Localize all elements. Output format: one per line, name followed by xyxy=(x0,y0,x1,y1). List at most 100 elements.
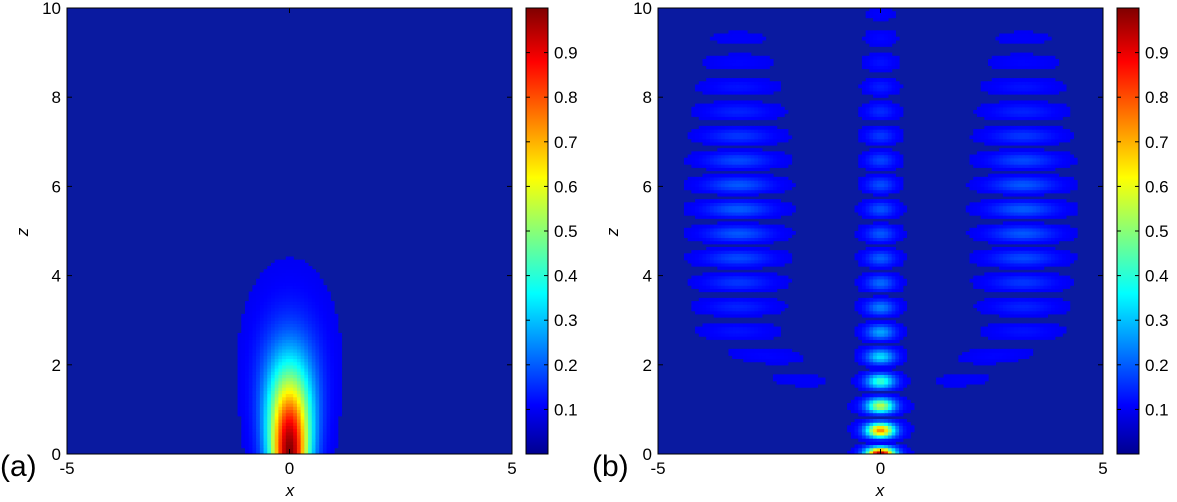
heatmap-cell xyxy=(248,374,254,379)
heatmap-cell xyxy=(300,422,305,426)
heatmap-cell xyxy=(732,307,737,312)
heatmap-cell xyxy=(691,224,696,229)
heatmap-cell xyxy=(732,253,737,258)
heatmap-cell xyxy=(858,438,863,442)
heatmap-cell xyxy=(858,304,863,309)
heatmap-cell xyxy=(772,304,778,309)
heatmap-cell xyxy=(1065,202,1071,207)
heatmap-cell xyxy=(296,329,302,334)
heatmap-cell xyxy=(330,438,335,442)
heatmap-cell xyxy=(743,275,748,280)
heatmap-cell xyxy=(876,367,882,372)
heatmap-cell xyxy=(326,406,331,410)
heatmap-cell xyxy=(724,240,730,245)
heatmap-cell xyxy=(289,380,294,385)
heatmap-cell xyxy=(969,211,974,216)
heatmap-cell xyxy=(263,281,268,286)
heatmap-cell xyxy=(267,438,272,442)
heatmap-cell xyxy=(784,208,789,213)
heatmap-cell xyxy=(876,339,882,344)
heatmap-cell xyxy=(721,240,726,245)
heatmap-cell xyxy=(311,409,317,414)
heatmap-cell xyxy=(869,352,874,356)
heatmap-cell xyxy=(735,234,741,238)
heatmap-cell xyxy=(735,281,741,286)
heatmap-cell xyxy=(706,250,711,254)
heatmap-cell xyxy=(293,329,298,334)
heatmap-cell xyxy=(769,202,774,207)
heatmap-cell xyxy=(884,387,889,391)
heatmap-cell xyxy=(750,202,756,207)
heatmap-cell xyxy=(869,224,874,229)
heatmap-cell xyxy=(337,412,343,417)
heatmap-cell xyxy=(1021,231,1026,235)
heatmap-cell xyxy=(267,294,272,299)
heatmap-cell xyxy=(1069,180,1074,184)
heatmap-cell xyxy=(1010,272,1015,277)
heatmap-cell xyxy=(1058,304,1063,309)
heatmap-cell xyxy=(984,205,989,210)
heatmap-cell xyxy=(326,428,331,433)
heatmap-cell xyxy=(300,307,305,312)
heatmap-cell xyxy=(263,278,268,283)
heatmap-cell xyxy=(293,278,298,283)
heatmap-cell xyxy=(304,345,309,350)
heatmap-cell xyxy=(252,364,257,369)
heatmap-cell xyxy=(761,301,767,305)
heatmap-cell xyxy=(876,447,882,452)
heatmap-cell xyxy=(795,383,800,388)
heatmap-cell xyxy=(713,275,718,280)
heatmap-cell xyxy=(274,374,279,379)
heatmap-cell xyxy=(750,272,756,277)
heatmap-cell xyxy=(988,262,993,267)
heatmap-cell xyxy=(1043,234,1048,238)
heatmap-cell xyxy=(991,208,997,213)
heatmap-cell xyxy=(984,208,989,213)
heatmap-cell xyxy=(880,288,885,293)
heatmap-cell xyxy=(282,383,287,388)
heatmap-cell xyxy=(1014,192,1019,197)
heatmap-cell xyxy=(1058,285,1063,289)
heatmap-cell xyxy=(869,176,874,181)
heatmap-cell xyxy=(282,393,287,398)
heatmap-cell xyxy=(950,374,956,379)
heatmap-cell xyxy=(1017,278,1023,283)
heatmap-cell xyxy=(259,387,265,391)
heatmap-cell xyxy=(743,234,748,238)
heatmap-cell xyxy=(334,422,339,426)
heatmap-cell xyxy=(891,253,896,258)
heatmap-cell xyxy=(880,406,885,410)
heatmap-cell xyxy=(1002,323,1008,328)
heatmap-cell xyxy=(813,383,819,388)
heatmap-cell xyxy=(270,441,276,446)
heatmap-cell xyxy=(1062,253,1067,258)
heatmap-cell xyxy=(995,199,1000,203)
heatmap-cell xyxy=(713,259,718,264)
heatmap-cell xyxy=(717,259,722,264)
heatmap-cell xyxy=(728,278,733,283)
heatmap-cell xyxy=(899,422,904,426)
heatmap-cell xyxy=(869,310,874,315)
heatmap-cell xyxy=(873,285,878,289)
heatmap-cell xyxy=(947,383,952,388)
heatmap-cell xyxy=(1002,192,1008,197)
heatmap-cell xyxy=(289,259,294,264)
heatmap-cell xyxy=(884,336,889,340)
heatmap-cell xyxy=(861,348,867,353)
heatmap-cell xyxy=(1010,336,1015,340)
heatmap-cell xyxy=(322,450,328,454)
heatmap-cell xyxy=(750,259,756,264)
heatmap-cell xyxy=(884,215,889,219)
heatmap-cell xyxy=(1028,221,1034,226)
heatmap-cell xyxy=(761,189,767,194)
heatmap-cell xyxy=(780,275,785,280)
heatmap-cell xyxy=(980,250,985,254)
heatmap-cell xyxy=(743,281,748,286)
heatmap-cell xyxy=(1017,240,1023,245)
heatmap-cell xyxy=(724,253,730,258)
heatmap-cell xyxy=(270,291,276,296)
heatmap-cell xyxy=(817,377,822,382)
heatmap-cell xyxy=(869,183,874,187)
heatmap-cell xyxy=(887,329,893,334)
heatmap-cell xyxy=(296,288,302,293)
